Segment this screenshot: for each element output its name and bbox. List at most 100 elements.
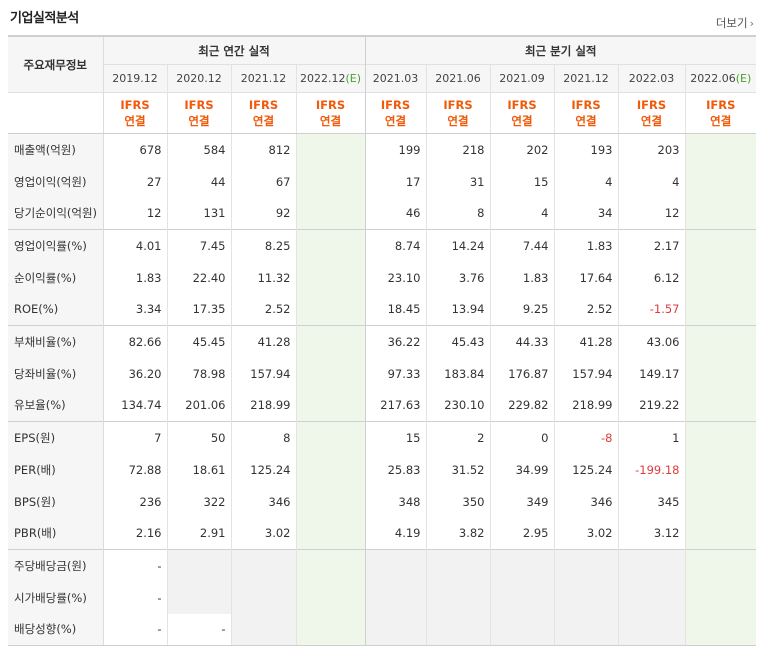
period-header: 2021.06 [425, 64, 490, 93]
table-row: EPS(원) 7 50 8 15 2 0 -8 1 [8, 421, 756, 454]
table-cell: 202 [489, 133, 554, 166]
table-cell: 218 [425, 133, 490, 166]
table-cell: 14.24 [425, 229, 490, 262]
table-cell: -1.57 [617, 293, 685, 326]
period-header: 2021.12 [230, 64, 296, 93]
period-label: 2022.03 [628, 72, 675, 85]
row-label: BPS(원) [8, 485, 104, 518]
table-cell [230, 549, 296, 582]
table-cell: 8.74 [364, 229, 426, 262]
table-cell: 3.82 [425, 517, 490, 550]
basis-consolidated: 연결 [710, 114, 732, 128]
table-cell: 18.61 [166, 453, 231, 486]
table-cell [295, 261, 365, 294]
table-cell [295, 133, 365, 166]
table-cell: 229.82 [489, 389, 554, 422]
table-cell [489, 549, 554, 582]
table-cell: 230.10 [425, 389, 490, 422]
table-cell: 12 [617, 197, 685, 230]
table-cell: 46 [364, 197, 426, 230]
table-cell [684, 165, 756, 198]
table-cell: 44 [166, 165, 231, 198]
basis-consolidated: 연결 [124, 114, 146, 128]
table-row: PER(배) 72.88 18.61 125.24 25.83 31.52 34.99 125… [8, 453, 756, 486]
row-label: 영업이익(억원) [8, 165, 104, 198]
table-cell [684, 389, 756, 422]
group-quarterly: 최근 분기 실적 [364, 35, 756, 65]
basis-header: IFRS 연결 [295, 92, 365, 134]
table-row: PBR(배) 2.16 2.91 3.02 4.19 3.82 2.95 3.02 3.12 [8, 517, 756, 550]
table-cell: 201.06 [166, 389, 231, 422]
more-link[interactable]: 더보기 › [716, 15, 754, 31]
period-label: 2022.12 [299, 72, 346, 85]
table-cell: 4.19 [364, 517, 426, 550]
section-title: 기업실적분석 [10, 11, 79, 26]
table-row: 부채비율(%) 82.66 45.45 41.28 36.22 45.43 44.33 41.… [8, 325, 756, 358]
table-cell [230, 613, 296, 646]
table-cell: 41.28 [230, 325, 296, 358]
table-cell [684, 549, 756, 582]
table-cell: -8 [553, 421, 618, 454]
table-cell: 0 [489, 421, 554, 454]
table-cell: 125.24 [230, 453, 296, 486]
table-cell: 183.84 [425, 357, 490, 390]
basis-header: IFRS 연결 [617, 92, 685, 134]
table-cell [617, 613, 685, 646]
table-row: 순이익률(%) 1.83 22.40 11.32 23.10 3.76 1.83 17.64 6… [8, 261, 756, 294]
table-cell: 236 [139, 494, 162, 509]
table-cell: 157.94 [553, 357, 618, 390]
table-cell: 45.43 [425, 325, 490, 358]
basis-ifrs: IFRS [443, 98, 473, 112]
table-cell [425, 613, 490, 646]
financial-table: 주요재무정보 최근 연간 실적 최근 분기 실적 2019.12 2020.12 2… [8, 35, 756, 646]
table-cell [684, 261, 756, 294]
basis-ifrs: IFRS [315, 98, 346, 112]
table-cell: 8 [425, 197, 490, 230]
table-cell: - [103, 613, 167, 646]
row-label: 영업이익률(%) [8, 229, 104, 262]
table-cell [617, 581, 685, 614]
table-cell: 13.94 [425, 293, 490, 326]
table-cell [617, 549, 685, 582]
row-header-blank [8, 92, 104, 134]
table-cell: 8.25 [230, 229, 296, 262]
table-cell: 7.45 [166, 229, 231, 262]
basis-header: IFRS 연결 [364, 92, 426, 134]
period-header: 2021.09 [489, 64, 554, 93]
table-cell: 2.17 [617, 229, 685, 262]
table-row: 당기순이익(억원) 12 131 92 46 8 4 34 12 [8, 197, 756, 230]
basis-header: IFRS 연결 [553, 92, 618, 134]
basis-consolidated: 연결 [511, 114, 533, 128]
table-cell: 78.98 [166, 357, 231, 390]
table-cell: 22.40 [166, 261, 231, 294]
table-cell: 17 [364, 165, 426, 198]
basis-consolidated: 연결 [575, 114, 597, 128]
table-cell: 31 [425, 165, 490, 198]
table-cell [684, 581, 756, 614]
table-cell: 15 [489, 165, 554, 198]
table-cell: 44.33 [489, 325, 554, 358]
basis-consolidated: 연결 [188, 114, 210, 128]
table-cell: 350 [425, 485, 490, 518]
basis-header: IFRS 연결 [103, 92, 167, 134]
table-cell [295, 197, 365, 230]
table-cell [295, 549, 365, 582]
table-cell: 43.06 [617, 325, 685, 358]
table-cell: 125.24 [553, 453, 618, 486]
table-cell: 9.25 [489, 293, 554, 326]
row-header-label: 주요재무정보 [8, 35, 104, 93]
table-row: 시가배당률(%) - [8, 581, 756, 614]
estimate-mark: (E) [345, 72, 362, 85]
table-cell [684, 421, 756, 454]
table-cell: 157.94 [230, 357, 296, 390]
table-cell [684, 357, 756, 390]
basis-consolidated: 연결 [319, 114, 342, 128]
table-cell: 199 [364, 133, 426, 166]
table-cell: 218.99 [230, 389, 296, 422]
table-cell: 3.02 [553, 517, 618, 550]
row-label: 시가배당률(%) [8, 581, 104, 614]
table-cell [489, 613, 554, 646]
basis-header: IFRS 연결 [425, 92, 490, 134]
table-cell: 3.76 [425, 261, 490, 294]
basis-consolidated: 연결 [384, 114, 407, 128]
